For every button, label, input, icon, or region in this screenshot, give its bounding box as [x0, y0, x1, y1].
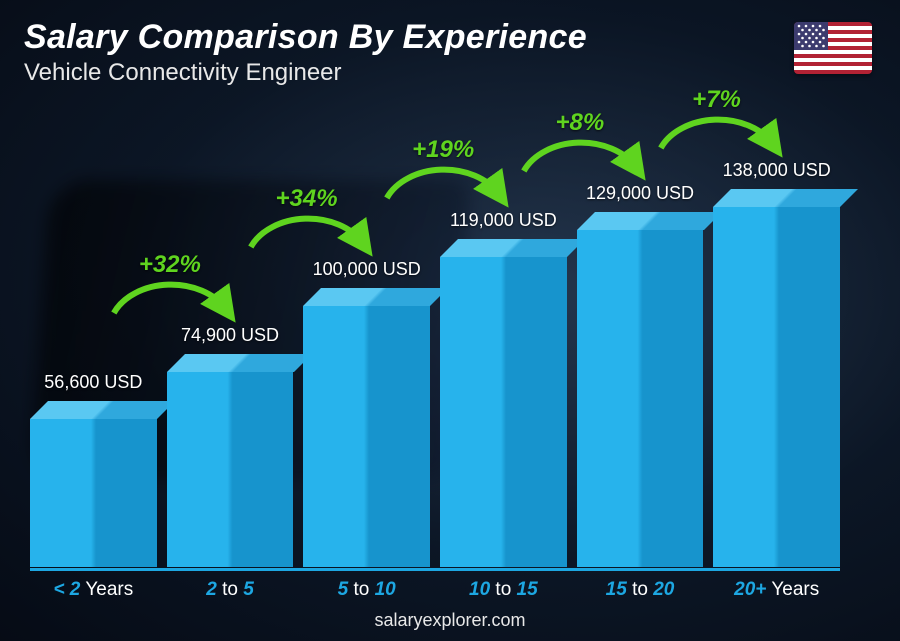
page-subtitle: Vehicle Connectivity Engineer: [24, 59, 587, 87]
footer-attribution: salaryexplorer.com: [0, 610, 900, 631]
bar-col: +34%100,000 USD5 to 10: [303, 259, 430, 567]
x-axis-label: 5 to 10: [338, 579, 396, 601]
bar-col: +8%129,000 USD15 to 20: [577, 183, 704, 567]
header: Salary Comparison By Experience Vehicle …: [24, 18, 587, 87]
bar: [167, 354, 294, 567]
bar: [713, 189, 840, 567]
bar-col: 56,600 USD< 2 Years: [30, 372, 157, 567]
bar-col: +19%119,000 USD10 to 15: [440, 210, 567, 567]
x-axis-label: 15 to 20: [606, 579, 675, 601]
bar-value-label: 100,000 USD: [313, 259, 421, 280]
bar: [30, 401, 157, 567]
bar-value-label: 129,000 USD: [586, 183, 694, 204]
bar-value-label: 119,000 USD: [450, 210, 557, 231]
pct-label: +32%: [139, 251, 201, 279]
bar-value-label: 56,600 USD: [44, 372, 142, 393]
bar: [440, 239, 567, 567]
x-axis-label: 20+ Years: [734, 579, 819, 601]
increase-arc: +32%: [97, 255, 243, 325]
bar: [577, 212, 704, 567]
page-title: Salary Comparison By Experience: [24, 18, 587, 57]
chart: 56,600 USD< 2 Years+32%74,900 USD2 to 5+…: [30, 127, 840, 567]
bar: [303, 288, 430, 567]
increase-arc: +19%: [370, 140, 516, 210]
x-axis-label: 2 to 5: [206, 579, 254, 601]
x-axis-label: 10 to 15: [469, 579, 538, 601]
bar-col: +7%138,000 USD20+ Years: [713, 160, 840, 567]
bar-value-label: 74,900 USD: [181, 325, 279, 346]
bar-col: +32%74,900 USD2 to 5: [167, 325, 294, 567]
bars-container: 56,600 USD< 2 Years+32%74,900 USD2 to 5+…: [30, 127, 840, 567]
pct-label: +34%: [275, 185, 337, 213]
bar-value-label: 138,000 USD: [723, 160, 831, 181]
x-axis-label: < 2 Years: [53, 579, 133, 601]
chart-baseline: [30, 568, 840, 571]
pct-label: +19%: [412, 136, 474, 164]
flag-us-icon: [794, 22, 872, 74]
increase-arc: +34%: [234, 189, 380, 259]
